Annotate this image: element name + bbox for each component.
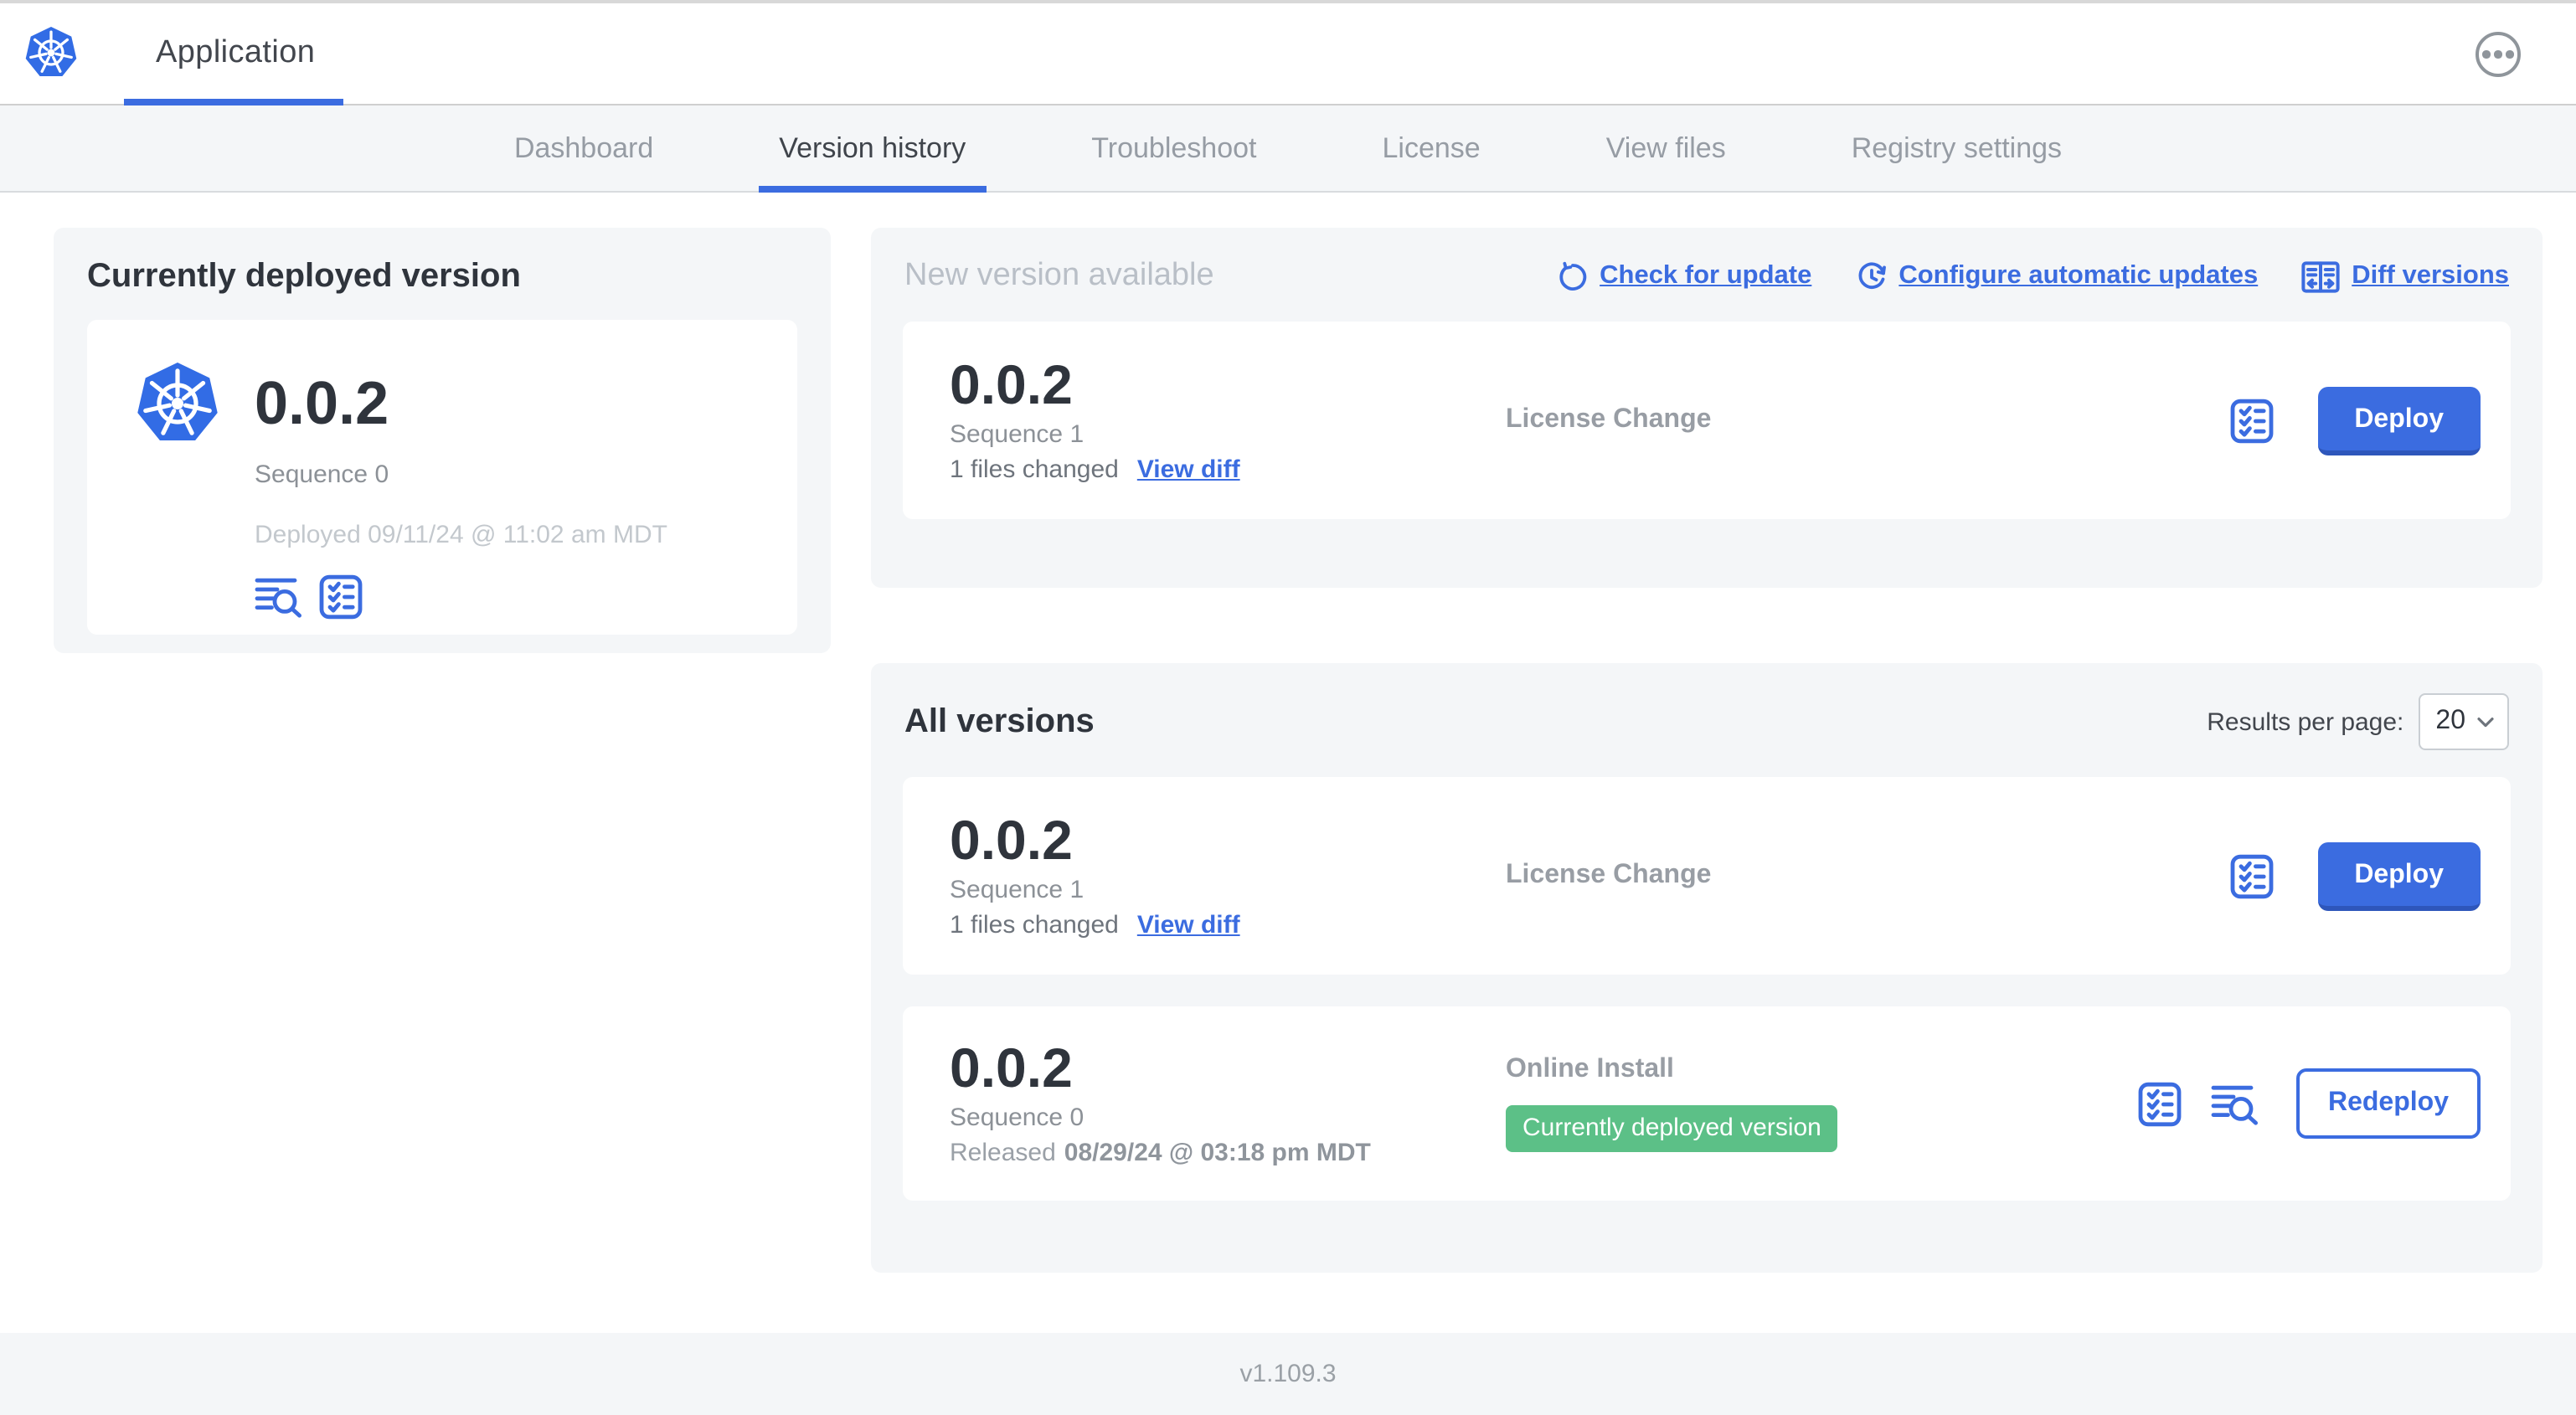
checklist-icon — [2228, 853, 2274, 898]
redeploy-button[interactable]: Redeploy — [2295, 1068, 2481, 1139]
app-tab-label: Application — [156, 35, 316, 70]
sequence-label: Sequence 1 — [950, 876, 1084, 905]
tab-license[interactable]: License — [1382, 131, 1481, 163]
diff-versions-link[interactable]: Diff versions — [2301, 260, 2509, 292]
currently-deployed-panel: Currently deployed version 0.0.2 Sequenc… — [54, 228, 831, 653]
new-version-panel: New version available Check for update — [871, 228, 2543, 588]
new-version-card: 0.0.2 Sequence 1 1 files changed View di… — [903, 322, 2511, 519]
version-row: 0.0.2 Sequence 1 1 files changed View di… — [903, 777, 2511, 975]
tab-registry-settings[interactable]: Registry settings — [1851, 131, 2063, 163]
released-timestamp: 08/29/24 @ 03:18 pm MDT — [1064, 1139, 1371, 1168]
version-row: 0.0.2 Sequence 0 Released 08/29/24 @ 03:1… — [903, 1006, 2511, 1201]
new-version-title: New version available — [904, 258, 1214, 293]
version-config-button[interactable] — [2228, 853, 2274, 898]
clock-refresh-icon — [1855, 260, 1887, 292]
released-label: Released — [950, 1139, 1056, 1168]
more-menu-button[interactable] — [2476, 32, 2521, 77]
chevron-down-icon — [2477, 716, 2494, 728]
checklist-icon — [2228, 398, 2274, 443]
currently-deployed-badge: Currently deployed version — [1506, 1105, 1838, 1152]
secondary-nav: Dashboard Version history Troubleshoot L… — [0, 105, 2576, 193]
check-for-update-label: Check for update — [1600, 261, 1812, 290]
console-version-label: v1.109.3 — [1239, 1360, 1337, 1388]
files-changed-label: 1 files changed — [950, 455, 1119, 485]
tab-version-history[interactable]: Version history — [759, 105, 986, 193]
all-versions-panel: All versions Results per page: 20 0.0.2 … — [871, 663, 2543, 1273]
configure-automatic-updates-label: Configure automatic updates — [1899, 261, 2259, 290]
deploy-button[interactable]: Deploy — [2317, 841, 2481, 910]
deploy-logs-icon — [2211, 1083, 2259, 1124]
view-diff-link[interactable]: View diff — [1136, 455, 1240, 485]
page-footer: v1.109.3 — [0, 1333, 2576, 1415]
diff-versions-label: Diff versions — [2352, 261, 2509, 290]
version-number: 0.0.2 — [950, 1036, 1073, 1099]
deploy-logs-button[interactable] — [2211, 1083, 2259, 1124]
version-config-button[interactable] — [318, 574, 363, 620]
deploy-logs-icon — [255, 576, 303, 618]
deploy-button[interactable]: Deploy — [2317, 386, 2481, 455]
window-top-strip — [0, 0, 2576, 3]
version-config-button[interactable] — [2228, 398, 2274, 443]
ellipsis-icon — [2482, 50, 2491, 59]
currently-deployed-card: 0.0.2 Sequence 0 Deployed 09/11/24 @ 11:… — [87, 320, 797, 635]
tab-troubleshoot[interactable]: Troubleshoot — [1091, 131, 1257, 163]
results-per-page-value: 20 — [2435, 707, 2465, 735]
sequence-label: Sequence 0 — [950, 1104, 1084, 1133]
diff-icon — [2301, 260, 2340, 292]
view-diff-link[interactable]: View diff — [1136, 911, 1240, 940]
version-config-button[interactable] — [2137, 1081, 2182, 1126]
results-per-page-select[interactable]: 20 — [2419, 693, 2509, 750]
configure-automatic-updates-link[interactable]: Configure automatic updates — [1855, 260, 2258, 292]
results-per-page-label: Results per page: — [2207, 708, 2404, 736]
app-tab-active-indicator — [124, 99, 343, 105]
all-versions-title: All versions — [904, 702, 1095, 739]
tab-view-files[interactable]: View files — [1605, 131, 1726, 163]
current-deployed-timestamp: Deployed 09/11/24 @ 11:02 am MDT — [255, 521, 667, 549]
kubernetes-app-icon — [134, 360, 221, 447]
checklist-icon — [2137, 1081, 2182, 1126]
refresh-icon — [1558, 260, 1588, 292]
change-type-label: License Change — [1506, 405, 1712, 434]
deploy-logs-button[interactable] — [255, 576, 303, 618]
change-type-label: License Change — [1506, 861, 1712, 889]
check-for-update-link[interactable]: Check for update — [1558, 260, 1811, 292]
checklist-icon — [318, 574, 363, 620]
kubernetes-logo-icon — [23, 25, 79, 80]
version-number: 0.0.2 — [950, 352, 1073, 415]
currently-deployed-title: Currently deployed version — [87, 258, 521, 295]
sequence-label: Sequence 1 — [950, 420, 1084, 450]
tab-dashboard[interactable]: Dashboard — [513, 131, 654, 163]
install-type-label: Online Install — [1506, 1055, 1674, 1083]
current-sequence-label: Sequence 0 — [255, 461, 389, 489]
current-version-number: 0.0.2 — [255, 368, 389, 437]
app-header: Application — [0, 3, 2576, 105]
app-tab[interactable]: Application — [124, 3, 347, 104]
version-number: 0.0.2 — [950, 808, 1073, 871]
files-changed-label: 1 files changed — [950, 911, 1119, 940]
